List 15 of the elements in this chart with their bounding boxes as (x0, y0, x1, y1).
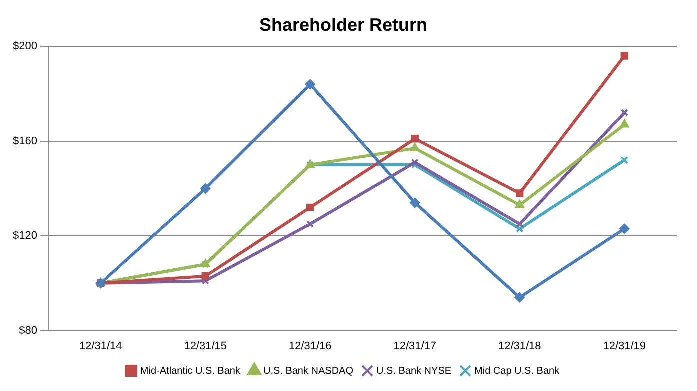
y-tick-label: $120 (12, 230, 38, 242)
legend-label: U.S. Bank NYSE (376, 366, 452, 377)
x-tick-label: 12/31/16 (288, 340, 332, 352)
x-tick-label: 12/31/18 (498, 340, 542, 352)
x-tick-label: 12/31/15 (184, 340, 228, 352)
legend-label: U.S. Bank NASDAQ (263, 366, 354, 377)
legend-label: Mid-Atlantic U.S. Bank (140, 366, 242, 377)
chart-title: Shareholder Return (259, 14, 428, 35)
legend-label: Mid Cap U.S. Bank (474, 366, 561, 377)
y-tick-label: $160 (12, 135, 38, 148)
y-tick-label: $80 (19, 324, 38, 337)
y-tick-label: $200 (12, 40, 38, 53)
x-tick-label: 12/31/19 (603, 340, 646, 352)
x-tick-label: 12/31/17 (394, 340, 437, 352)
x-tick-label: 12/31/14 (79, 340, 122, 352)
